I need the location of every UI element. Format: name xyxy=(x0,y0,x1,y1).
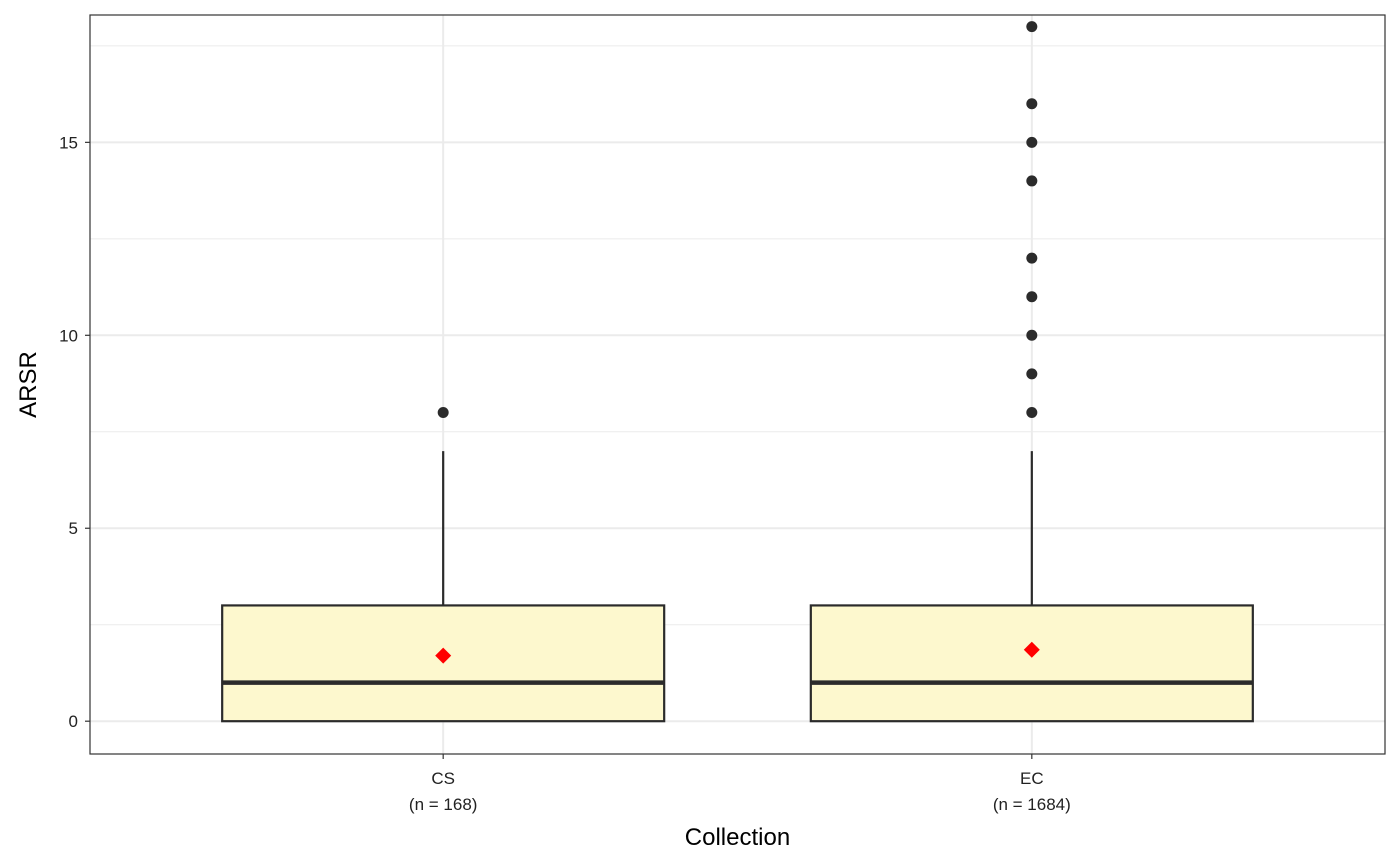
box-group-cs xyxy=(221,406,666,723)
x-axis-title: Collection xyxy=(685,824,790,851)
outlier-point xyxy=(1026,368,1038,380)
y-tick-label: 10 xyxy=(59,326,78,345)
y-axis-title: ARSR xyxy=(15,351,42,418)
outlier-point xyxy=(1026,98,1038,110)
x-tick-label: CS xyxy=(431,769,455,788)
outlier-point xyxy=(437,406,449,418)
outlier-point xyxy=(1026,291,1038,303)
outlier-point xyxy=(1026,136,1038,148)
panel-border xyxy=(89,14,1386,755)
axes: 0 5 10 15 CS (n = 168) EC (n = 1684) xyxy=(59,133,1071,814)
y-tick-label: 15 xyxy=(59,133,78,152)
outlier-point xyxy=(1026,252,1038,264)
y-tick-label: 5 xyxy=(69,519,78,538)
box xyxy=(809,604,1254,723)
x-tick-sublabel: (n = 1684) xyxy=(993,795,1071,814)
mean-marker xyxy=(435,647,452,664)
outlier-point xyxy=(1026,329,1038,341)
mean-marker xyxy=(1023,641,1040,658)
outlier-point xyxy=(1026,406,1038,418)
box-group-ec xyxy=(809,21,1254,723)
outlier-point xyxy=(1026,175,1038,187)
boxes xyxy=(221,21,1254,723)
y-tick-label: 0 xyxy=(69,712,78,731)
x-tick-label: EC xyxy=(1020,769,1044,788)
outlier-point xyxy=(1026,21,1038,33)
x-tick-sublabel: (n = 168) xyxy=(409,795,478,814)
